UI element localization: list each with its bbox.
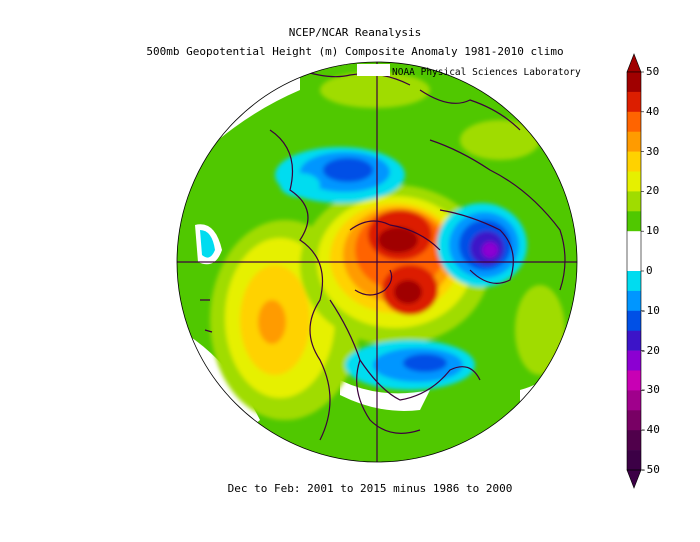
credit-box xyxy=(357,64,390,76)
colorbar-segment xyxy=(627,231,641,252)
colorbar-segment xyxy=(627,370,641,391)
map-subtitle: 500mb Geopotential Height (m) Composite … xyxy=(146,45,564,58)
colorbar-segment xyxy=(627,211,641,232)
map-title: NCEP/NCAR Reanalysis xyxy=(288,26,422,39)
colorbar-segment xyxy=(627,131,641,152)
colorbar-tick-label: 50 xyxy=(646,65,660,78)
colorbar-tick-label: -30 xyxy=(640,383,660,397)
colorbar-segment xyxy=(627,271,641,292)
colorbar-segment xyxy=(627,390,641,411)
colorbar-segment xyxy=(627,191,641,212)
colorbar-segment xyxy=(627,151,641,172)
credit-label: NOAA Physical Sciences Laboratory xyxy=(392,67,581,78)
colorbar-segment xyxy=(627,251,641,272)
colorbar-segment xyxy=(627,430,641,451)
colorbar-segment xyxy=(627,171,641,192)
colorbar-segment xyxy=(627,91,641,113)
colorbar xyxy=(626,53,644,489)
colorbar-bottom-arrow xyxy=(626,469,642,489)
colorbar-tick-label: 30 xyxy=(646,144,660,158)
colorbar-segment xyxy=(627,72,641,93)
colorbar-tick-label: 10 xyxy=(646,224,660,238)
colorbar-tick-label: -10 xyxy=(640,303,660,317)
colorbar-tick-label: 20 xyxy=(646,184,660,198)
anomaly-field xyxy=(177,62,577,462)
colorbar-tick-label: 40 xyxy=(646,104,660,118)
colorbar-tick-label: 0 xyxy=(646,264,653,277)
coastlines xyxy=(200,69,566,441)
colorbar-top-arrow xyxy=(626,53,642,73)
colorbar-segment xyxy=(627,310,641,331)
colorbar-segment xyxy=(627,111,641,132)
colorbar-tick-label: -20 xyxy=(640,343,660,357)
colorbar-segment xyxy=(627,330,641,351)
colorbar-segment xyxy=(627,290,641,312)
date-range-footer: Dec to Feb: 2001 to 2015 minus 1986 to 2… xyxy=(227,482,513,495)
colorbar-segment xyxy=(627,450,641,471)
colorbar-segment xyxy=(627,350,641,371)
map-outline xyxy=(176,61,578,463)
colorbar-segment xyxy=(627,410,641,431)
colorbar-tick-label: -40 xyxy=(640,423,660,437)
colorbar-tick-label: -50 xyxy=(640,463,660,476)
